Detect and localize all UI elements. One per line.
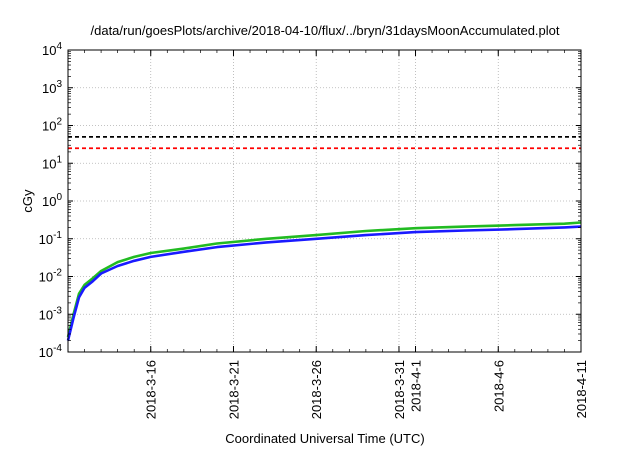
x-tick-label: 2018-3-21 xyxy=(226,360,241,419)
x-tick-label: 2018-4-11 xyxy=(574,360,589,418)
y-tick-label: 104 xyxy=(42,41,62,58)
y-tick-label: 10-4 xyxy=(39,343,63,360)
y-tick-label: 100 xyxy=(42,192,62,209)
x-axis: 2018-3-16 2018-3-21 2018-3-26 2018-3-31 2018… xyxy=(67,50,589,419)
series-line-0 xyxy=(66,221,582,338)
x-tick-label: 2018-3-26 xyxy=(309,360,324,419)
series-line-1 xyxy=(66,225,582,341)
y-tick-label: 10-1 xyxy=(39,230,63,247)
x-tick-label: 2018-3-16 xyxy=(144,360,159,419)
y-tick-label: 102 xyxy=(42,117,62,134)
chart-title: /data/run/goesPlots/archive/2018-04-10/f… xyxy=(91,23,560,38)
series-layer xyxy=(66,221,582,341)
y-tick-label: 101 xyxy=(42,154,62,171)
reference-lines xyxy=(68,135,581,150)
plot-frame xyxy=(67,49,582,353)
y-axis-label: cGy xyxy=(20,189,35,213)
x-tick-label: 2018-3-31 xyxy=(392,360,407,419)
y-tick-label: 10-2 xyxy=(39,268,63,285)
x-axis-label: Coordinated Universal Time (UTC) xyxy=(225,431,424,446)
x-tick-label: 2018-4-1 xyxy=(409,360,424,412)
y-axis: 10-4 10-3 10-2 10-1 100 101 102 103 104 xyxy=(39,41,581,360)
y-tick-label: 10-3 xyxy=(39,305,63,322)
x-tick-label: 2018-4-6 xyxy=(491,360,506,412)
grid xyxy=(68,50,581,352)
y-tick-label: 103 xyxy=(42,79,62,96)
